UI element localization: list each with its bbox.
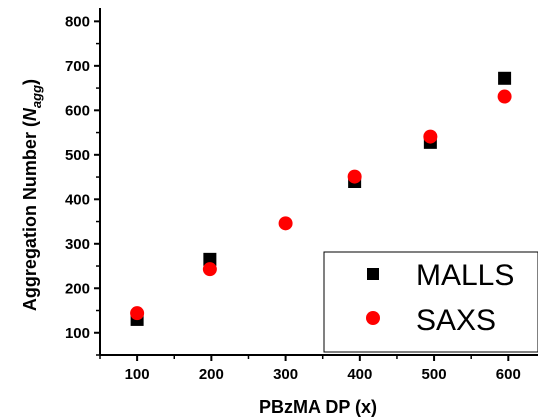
point-malls (203, 252, 217, 266)
point-saxs (497, 89, 512, 104)
y-axis-title-symbol: N (20, 107, 40, 121)
y-axis-title-subscript: agg (29, 85, 44, 108)
y-axis-title-main: Aggregation Number ( (20, 121, 40, 311)
point-malls (498, 71, 512, 85)
legend-label-saxs: SAXS (416, 304, 496, 337)
x-tick-label: 300 (273, 366, 298, 383)
x-tick-label: 400 (347, 366, 372, 383)
y-tick-label: 300 (65, 236, 90, 253)
legend-box (323, 251, 538, 353)
legend-label-malls: MALLS (416, 259, 514, 292)
x-axis-title: PBzMA DP (x) (259, 397, 377, 417)
y-tick-label: 600 (65, 102, 90, 119)
y-tick-label: 800 (65, 13, 90, 30)
x-tick-label: 100 (125, 366, 150, 383)
point-saxs (278, 216, 293, 231)
x-tick-label: 200 (199, 366, 224, 383)
y-tick-label: 100 (65, 325, 90, 342)
point-saxs (202, 262, 217, 277)
x-axis-ticks: 100 200 300 400 500 600 (99, 355, 521, 383)
y-tick-label: 700 (65, 58, 90, 75)
y-tick-label: 500 (65, 147, 90, 164)
point-saxs (130, 306, 145, 321)
legend-marker-saxs (366, 311, 380, 325)
y-axis-title: Aggregation Number (Nagg) (20, 79, 44, 311)
y-tick-label: 200 (65, 280, 90, 297)
x-tick-label: 600 (496, 366, 521, 383)
y-axis-title-close: ) (20, 79, 40, 85)
legend-marker-malls (367, 268, 379, 280)
x-tick-label: 500 (422, 366, 447, 383)
y-axis-ticks: 100 200 300 400 500 600 700 800 (65, 13, 100, 356)
point-saxs (347, 169, 362, 184)
point-saxs (423, 129, 438, 144)
legend: MALLS SAXS (323, 251, 538, 353)
y-tick-label: 400 (65, 191, 90, 208)
data-points (130, 71, 512, 326)
